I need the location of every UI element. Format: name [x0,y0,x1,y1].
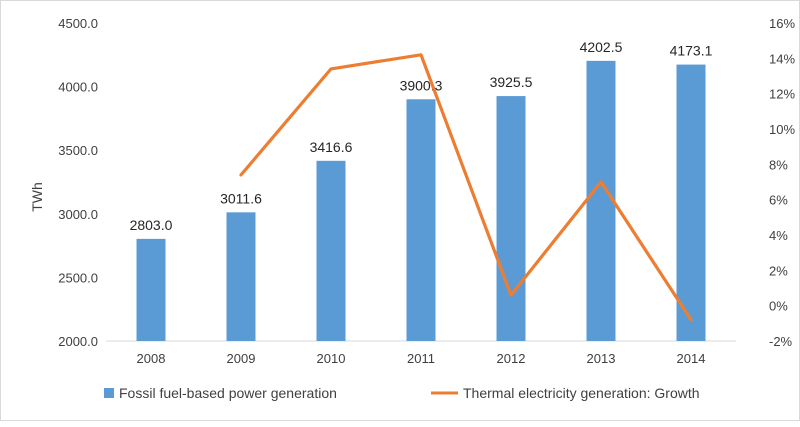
right-axis-tick-label: 6% [769,193,788,208]
right-axis-tick-label: 4% [769,228,788,243]
bar-value-label: 2803.0 [130,217,173,233]
x-axis-tick-label: 2008 [137,351,166,366]
right-axis-tick-label: -2% [769,334,793,349]
bar-value-label: 4202.5 [580,39,623,55]
growth-line [239,53,693,322]
left-axis-tick-label: 4500.0 [58,16,98,31]
left-axis-tick-label: 3000.0 [58,207,98,222]
left-axis-tick-label: 2500.0 [58,270,98,285]
bar-series [136,60,706,342]
bar-value-label: 3416.6 [310,139,353,155]
bar [586,60,616,341]
legend-label-line: Thermal electricity generation: Growth [463,385,700,401]
x-axis-tick-label: 2013 [587,351,616,366]
bar [316,160,346,341]
bar-value-label: 3011.6 [220,190,262,206]
bar-value-label: 3925.5 [490,74,533,90]
x-axis-tick-label: 2010 [317,351,346,366]
right-axis-tick-label: 2% [769,263,788,278]
legend: Fossil fuel-based power generation Therm… [104,385,700,401]
right-axis-tick-label: 14% [769,51,795,66]
right-axis-tick-label: 0% [769,299,788,314]
right-axis-tick-label: 16% [769,16,795,31]
bar [676,64,706,342]
x-axis-tick-label: 2011 [407,351,435,366]
line-series [239,53,693,322]
y-axis-title: TWh [29,182,45,212]
right-axis-ticks: -2% 0% 2% 4% 6% 8% 10% 12% 14% 16% [769,16,795,349]
left-axis-ticks: 2000.0 2500.0 3000.0 3500.0 4000.0 4500.0 [58,16,98,349]
left-axis-tick-label: 4000.0 [58,80,98,95]
legend-swatch-bars [104,388,114,398]
bar [406,99,436,342]
x-axis-tick-label: 2014 [677,351,706,366]
right-axis-tick-label: 8% [769,157,788,172]
x-axis-tick-label: 2012 [497,351,526,366]
x-axis-ticks: 2008 2009 2010 2011 2012 2013 2014 [137,351,706,366]
left-axis-tick-label: 2000.0 [58,334,98,349]
left-axis-tick-label: 3500.0 [58,143,98,158]
right-axis-tick-label: 12% [769,87,795,102]
bar [226,212,256,341]
x-axis-tick-label: 2009 [227,351,256,366]
bar [496,96,526,341]
bar [136,238,166,341]
bar-value-label: 4173.1 [670,43,713,59]
legend-label-bars: Fossil fuel-based power generation [119,385,337,401]
right-axis-tick-label: 10% [769,122,795,137]
